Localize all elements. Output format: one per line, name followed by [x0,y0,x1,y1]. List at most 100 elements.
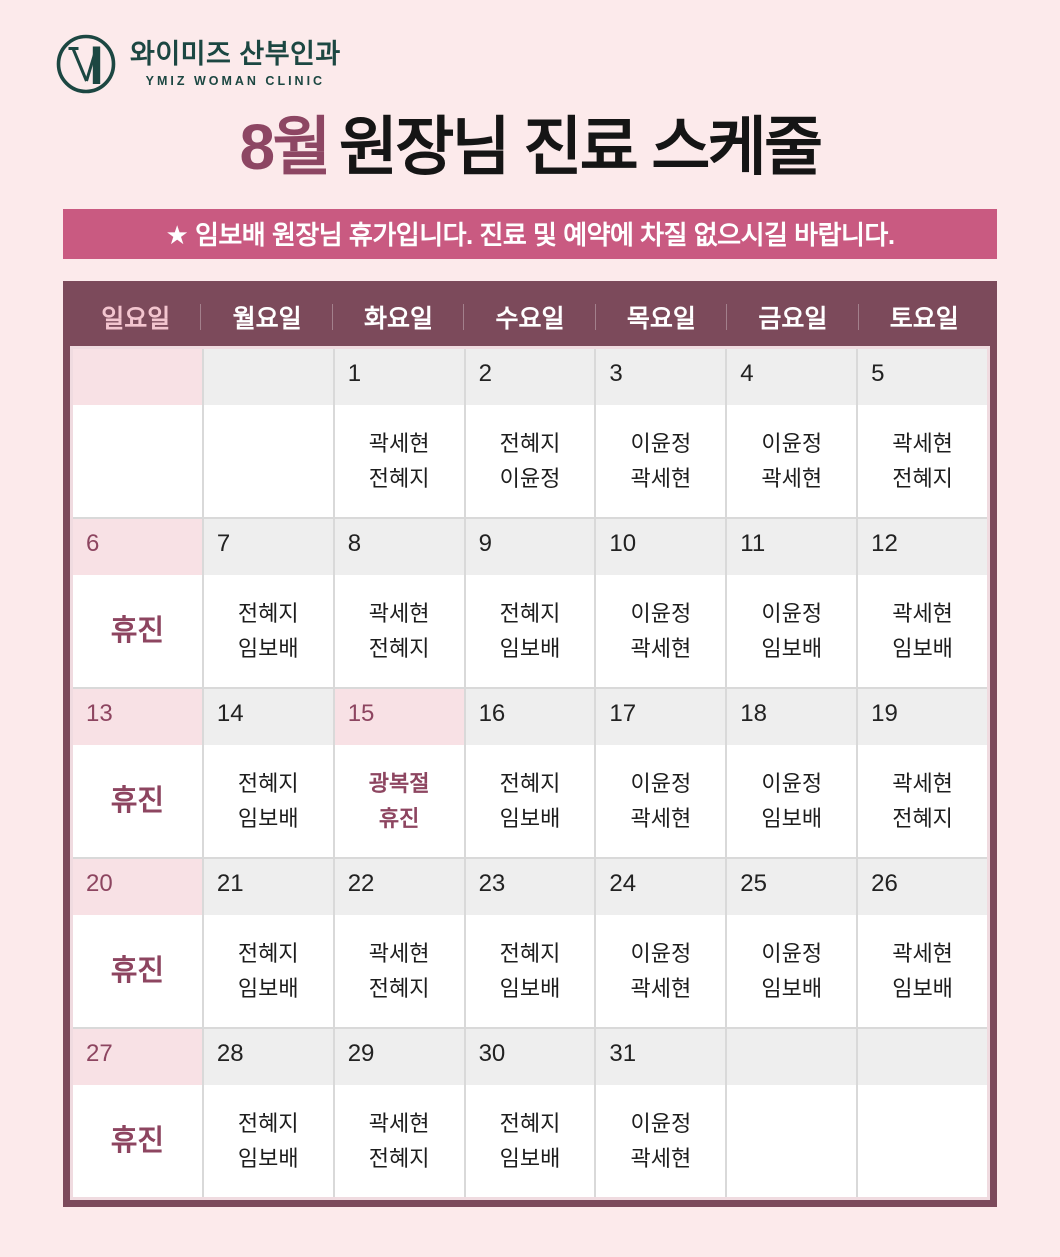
calendar-cell: 3 이윤정 곽세현 [596,348,726,517]
calendar-cell: 26 곽세현 임보배 [858,858,987,1027]
date-band: 19 [858,688,987,745]
calendar-cell: 10 이윤정 곽세현 [596,518,726,687]
schedule-line: 전혜지 [368,975,430,1001]
schedule-line: 전혜지 [237,1110,299,1136]
schedule-line: 곽세현 [761,465,823,491]
date-band: 22 [334,858,464,915]
date-band: 14 [203,688,333,745]
doctor-names: 광복절 휴진 [335,745,464,857]
weekday-label: 월요일 [201,299,332,335]
date-band: 25 [727,858,857,915]
date-band: 8 [334,518,464,575]
schedule-line: 휴진 [378,805,420,831]
closed-label: 휴진 [73,575,202,687]
date-band: 11 [727,518,857,575]
date-label: 10 [609,529,637,557]
date-band: 13 [73,688,202,745]
date-label: 31 [609,1039,637,1067]
notice-text: ★ 임보배 원장님 휴가입니다. 진료 및 예약에 차질 없으시길 바랍니다. [165,220,895,251]
title-month: 8월 [239,111,331,183]
date-label: 2 [478,359,492,387]
schedule-line: 임보배 [499,1145,561,1171]
calendar-cell: 20 휴진 [73,858,202,1027]
doctor-names: 전혜지 임보배 [204,915,333,1027]
schedule-line: 전혜지 [368,1145,430,1171]
clinic-name: 와이미즈 산부인과 [130,38,341,69]
schedule-line: 전혜지 [237,770,299,796]
date-band: 30 [465,1028,595,1085]
date-label: 16 [478,699,506,727]
date-band: 10 [596,518,726,575]
doctor-names: 전혜지 임보배 [204,1085,333,1197]
calendar-cell: 6 휴진 [73,518,202,687]
schedule-line: 곽세현 [630,805,692,831]
schedule-line: 전혜지 [892,805,953,831]
doctor-names: 이윤정 곽세현 [596,1085,725,1197]
doctor-names: 이윤정 곽세현 [596,915,725,1027]
date-label: 5 [871,359,885,387]
schedule-line: 임보배 [761,975,823,1001]
schedule-line: 이윤정 [630,1110,692,1136]
calendar-cell: 27 휴진 [73,1028,202,1197]
clinic-logo-icon [55,33,117,95]
schedule-line: 전혜지 [499,940,561,966]
date-label: 4 [740,359,754,387]
schedule-line: 임보배 [761,635,823,661]
schedule-line: 이윤정 [499,465,561,491]
calendar-grid: 1 곽세현 전혜지 2 전혜지 이윤정 3 이윤정 곽세현 4 이윤정 곽세현 5 곽세현 전혜지 6 휴진 7 전… [73,348,987,1197]
date-band: 26 [858,858,987,915]
date-label: 24 [609,869,637,897]
date-band: 17 [596,688,726,745]
date-band: 6 [73,518,202,575]
calendar-cell: 16 전혜지 임보배 [465,688,595,857]
doctor-names [73,405,202,517]
schedule-line: 임보배 [892,975,953,1001]
date-label: 21 [216,869,244,897]
schedule-line: 곽세현 [892,600,953,626]
closed-label: 휴진 [73,1085,202,1197]
date-label: 3 [609,359,623,387]
calendar-cell: 1 곽세현 전혜지 [334,348,464,517]
date-label: 29 [347,1039,375,1067]
schedule-line: 임보배 [499,975,561,1001]
calendar-cell: 12 곽세현 임보배 [858,518,987,687]
date-label: 8 [347,529,362,557]
schedule-line: 전혜지 [499,770,561,796]
date-label: 20 [86,869,113,897]
schedule-line: 휴진 [110,614,165,647]
schedule-line: 휴진 [110,954,165,987]
schedule-line: 곽세현 [630,635,692,661]
date-band: 4 [727,348,857,405]
date-label: 11 [740,529,766,557]
calendar-cell: 31 이윤정 곽세현 [596,1028,726,1197]
doctor-names: 이윤정 임보배 [727,575,856,687]
calendar-cell [203,348,333,517]
date-band: 21 [203,858,333,915]
doctor-names: 이윤정 곽세현 [596,405,725,517]
date-label: 9 [478,529,492,557]
schedule-line: 임보배 [892,635,953,661]
calendar-cell: 7 전혜지 임보배 [203,518,333,687]
doctor-names [204,405,333,517]
title-rest: 원장님 진료 스케줄 [338,111,823,183]
schedule-line: 전혜지 [237,940,299,966]
schedule-line: 이윤정 [761,940,823,966]
weekday-label: 금요일 [727,299,858,335]
calendar-cell: 14 전혜지 임보배 [203,688,333,857]
schedule-line: 곽세현 [892,770,953,796]
calendar-cell: 2 전혜지 이윤정 [465,348,595,517]
closed-label: 휴진 [73,915,202,1027]
schedule-line: 곽세현 [630,975,692,1001]
schedule-line: 곽세현 [368,1110,430,1136]
date-band: 5 [858,348,987,405]
calendar-cell: 18 이윤정 임보배 [727,688,857,857]
doctor-names: 이윤정 임보배 [727,745,856,857]
closed-label: 휴진 [73,745,202,857]
date-label: 18 [740,699,767,727]
date-band [727,1028,857,1085]
